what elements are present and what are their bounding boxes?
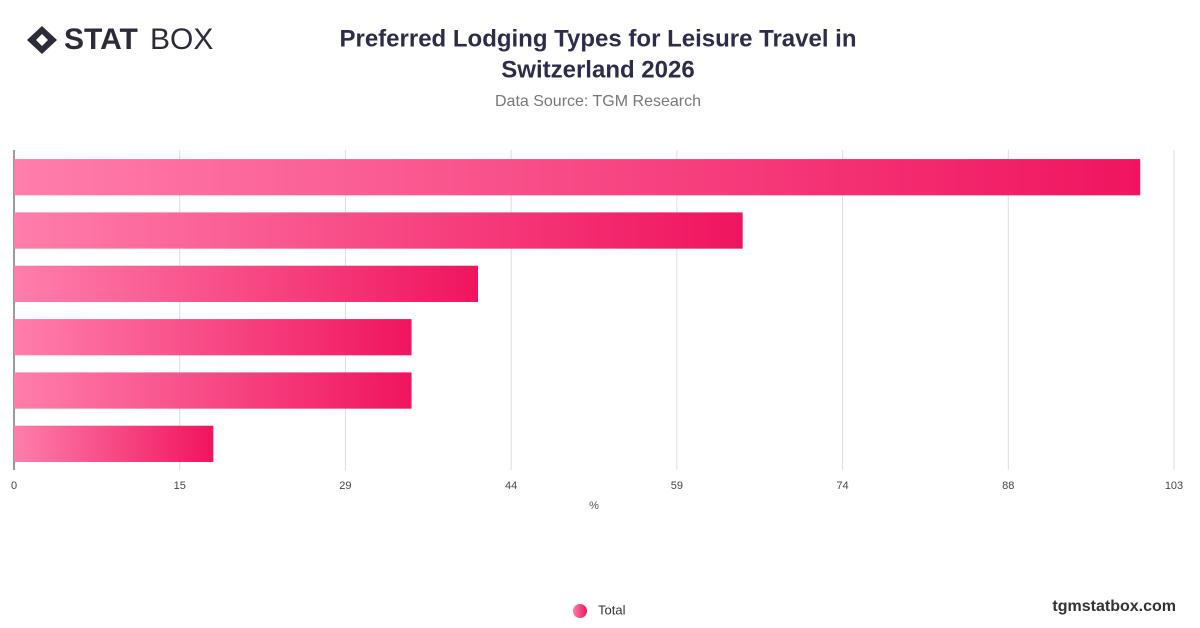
x-tick-label: 88 — [1002, 480, 1014, 492]
x-tick-label: 0 — [11, 480, 17, 492]
bar — [14, 159, 1141, 196]
chart-title: Preferred Lodging Types for Leisure Trav… — [339, 25, 856, 52]
x-tick-label: 15 — [174, 480, 186, 492]
x-tick-label: 103 — [1165, 480, 1183, 492]
chart-title: Switzerland 2026 — [501, 56, 694, 83]
bar — [14, 265, 478, 302]
logo-light: BOX — [150, 23, 213, 56]
footer: tgmstatbox.com — [1052, 598, 1176, 615]
bar — [14, 425, 214, 462]
logo: STAT BOX — [27, 23, 213, 56]
bar — [14, 212, 743, 249]
x-axis-label: % — [589, 500, 599, 512]
bar — [14, 319, 412, 356]
x-tick-label: 74 — [836, 480, 848, 492]
legend-label: Total — [598, 602, 626, 617]
legend-marker — [573, 604, 587, 618]
x-tick-label: 29 — [339, 480, 351, 492]
x-tick-label: 59 — [671, 480, 683, 492]
bar — [14, 372, 412, 409]
chart-subtitle: Data Source: TGM Research — [495, 93, 701, 110]
x-tick-label: 44 — [505, 480, 517, 492]
logo-bold: STAT — [64, 23, 138, 56]
